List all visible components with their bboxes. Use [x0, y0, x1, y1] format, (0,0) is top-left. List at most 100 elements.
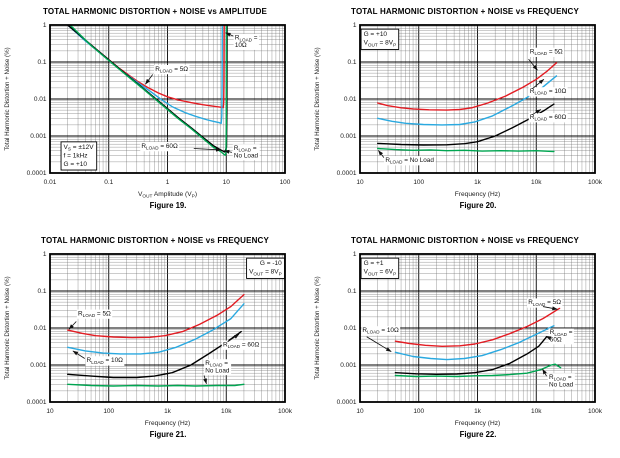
svg-text:10Ω: 10Ω [235, 42, 247, 49]
figure-19-caption: Figure 19. [149, 201, 187, 210]
annotation-arrow [528, 58, 538, 71]
svg-text:0.01: 0.01 [44, 179, 57, 186]
svg-text:100: 100 [280, 179, 291, 186]
svg-text:0.001: 0.001 [340, 133, 357, 140]
svg-text:0.01: 0.01 [34, 96, 47, 103]
svg-text:0.0001: 0.0001 [27, 170, 47, 177]
annotation-arrow [542, 368, 547, 377]
svg-text:1k: 1k [474, 408, 482, 415]
svg-text:RLOAD = No Load: RLOAD = No Load [385, 157, 434, 165]
svg-text:RLOAD = 10Ω: RLOAD = 10Ω [530, 88, 567, 96]
annotation-label: RLOAD = 10Ω [85, 356, 125, 366]
annotation-label: RLOAD =10Ω [233, 33, 259, 50]
annotation-arrow [72, 350, 85, 359]
plot-border [49, 24, 286, 174]
svg-text:1: 1 [353, 251, 357, 258]
figure-20-block: TOTAL HARMONIC DISTORTION + NOISE vs FRE… [310, 0, 620, 229]
svg-text:0.001: 0.001 [340, 362, 357, 369]
annotation-label: RLOAD = 60Ω [221, 340, 261, 350]
figure-19-title: TOTAL HARMONIC DISTORTION + NOISE vs AMP… [42, 7, 268, 16]
svg-text:0.01: 0.01 [344, 325, 357, 332]
annotation-label: RLOAD = 5Ω [528, 47, 565, 57]
curve-rload-noload [394, 363, 562, 378]
figure-20-caption: Figure 20. [459, 201, 497, 210]
annotation-label: RLOAD = 5Ω [154, 64, 190, 75]
svg-text:10k: 10k [531, 408, 542, 415]
annotation-arrow [145, 74, 154, 85]
svg-text:60Ω: 60Ω [550, 337, 562, 344]
curve-rload-noload [69, 25, 228, 156]
curves [67, 293, 245, 387]
figure-19-chart: 0.01 0.1 1 10 100 1 0.1 0.01 0.001 0.0001 VOUT Amp… [4, 22, 291, 200]
svg-text:VOUT Amplitude (VP): VOUT Amplitude (VP) [138, 191, 197, 200]
annotation-label: RLOAD =No Load [204, 359, 232, 376]
annotation-arrow [68, 321, 77, 330]
curve-rload-10 [394, 325, 555, 361]
curve-rload-noload [67, 383, 245, 387]
figure-21-caption: Figure 21. [149, 430, 187, 439]
svg-text:RLOAD = 10Ω: RLOAD = 10Ω [362, 327, 399, 335]
condition-box: G = +1 VOUT = 6VP [360, 257, 400, 279]
svg-text:10: 10 [223, 179, 231, 186]
svg-text:RLOAD = 5Ω: RLOAD = 5Ω [530, 48, 563, 56]
svg-text:0.0001: 0.0001 [27, 399, 47, 406]
figure-21-chart: 10 100 1k 10k 100k 1 0.1 0.01 0.001 0.0001 Frequen… [4, 251, 293, 427]
svg-text:Total Harmonic Distortion + No: Total Harmonic Distortion + Noise (%) [4, 47, 11, 150]
figure-22-title: TOTAL HARMONIC DISTORTION + NOISE vs FRE… [351, 236, 579, 245]
curve-rload-60 [67, 330, 242, 379]
svg-text:VS = ±12V: VS = ±12V [64, 144, 95, 152]
annotation-arrow [227, 333, 240, 343]
svg-text:1: 1 [353, 22, 357, 29]
svg-text:RLOAD = 60Ω: RLOAD = 60Ω [530, 114, 567, 122]
annotation-arrow [545, 335, 552, 341]
svg-text:RLOAD = 60Ω: RLOAD = 60Ω [223, 341, 260, 349]
annotation-arrow [542, 306, 558, 311]
svg-text:RLOAD =: RLOAD = [234, 145, 257, 153]
curves [394, 307, 562, 378]
figure-20-title: TOTAL HARMONIC DISTORTION + NOISE vs FRE… [351, 7, 579, 16]
svg-text:VOUT = 8VP: VOUT = 8VP [249, 269, 282, 277]
plot-border [359, 253, 596, 403]
svg-text:10k: 10k [531, 179, 542, 186]
svg-text:Frequency (Hz): Frequency (Hz) [145, 420, 190, 427]
condition-box: G = +10 VOUT = 8VP [360, 28, 400, 50]
svg-text:RLOAD = 5Ω: RLOAD = 5Ω [155, 66, 188, 74]
annotation-label: RLOAD =No Load [232, 144, 260, 161]
svg-text:G = -10: G = -10 [260, 260, 282, 267]
svg-text:0.001: 0.001 [30, 133, 47, 140]
annotation-label: RLOAD = 5Ω [527, 298, 563, 308]
curves [67, 25, 228, 156]
annotation-label: RLOAD =No Load [547, 373, 575, 390]
figure-21-block: TOTAL HARMONIC DISTORTION + NOISE vs FRE… [0, 229, 310, 458]
svg-text:100: 100 [103, 408, 114, 415]
curve-rload-10 [67, 303, 245, 355]
figure-21-title: TOTAL HARMONIC DISTORTION + NOISE vs FRE… [41, 236, 269, 245]
annotation-label: RLOAD = 10Ω [528, 87, 568, 97]
svg-text:No Load: No Load [549, 381, 574, 388]
svg-text:1: 1 [43, 22, 47, 29]
svg-text:0.01: 0.01 [344, 96, 357, 103]
plot-border [49, 253, 286, 403]
svg-text:Total Harmonic Distortion + No: Total Harmonic Distortion + Noise (%) [4, 276, 11, 379]
svg-text:RLOAD =: RLOAD = [235, 35, 258, 43]
svg-text:10: 10 [356, 408, 364, 415]
svg-text:0.0001: 0.0001 [337, 399, 357, 406]
figure-20-chart: 10 100 1k 10k 100k 1 0.1 0.01 0.001 0.0001 Frequen… [314, 22, 603, 198]
svg-text:No Load: No Load [205, 367, 230, 374]
annotation-arrow [193, 147, 222, 152]
svg-text:RLOAD = 60Ω: RLOAD = 60Ω [141, 143, 178, 151]
svg-text:G = +10: G = +10 [64, 161, 88, 168]
svg-text:Total Harmonic Distortion + No: Total Harmonic Distortion + Noise (%) [314, 276, 321, 379]
figure-19-block: TOTAL HARMONIC DISTORTION + NOISE vs AMP… [0, 0, 310, 229]
svg-text:RLOAD =: RLOAD = [205, 360, 228, 368]
curve-rload-5 [394, 307, 561, 347]
curve-rload-60 [394, 336, 548, 375]
svg-text:RLOAD = 5Ω: RLOAD = 5Ω [78, 310, 111, 318]
annotation-arrow [377, 150, 385, 158]
curve-rload-5 [67, 293, 245, 339]
svg-text:1: 1 [43, 251, 47, 258]
svg-text:Frequency (Hz): Frequency (Hz) [455, 420, 500, 427]
annotation-label: RLOAD = No Load [384, 156, 436, 166]
svg-text:RLOAD = 5Ω: RLOAD = 5Ω [528, 299, 561, 307]
